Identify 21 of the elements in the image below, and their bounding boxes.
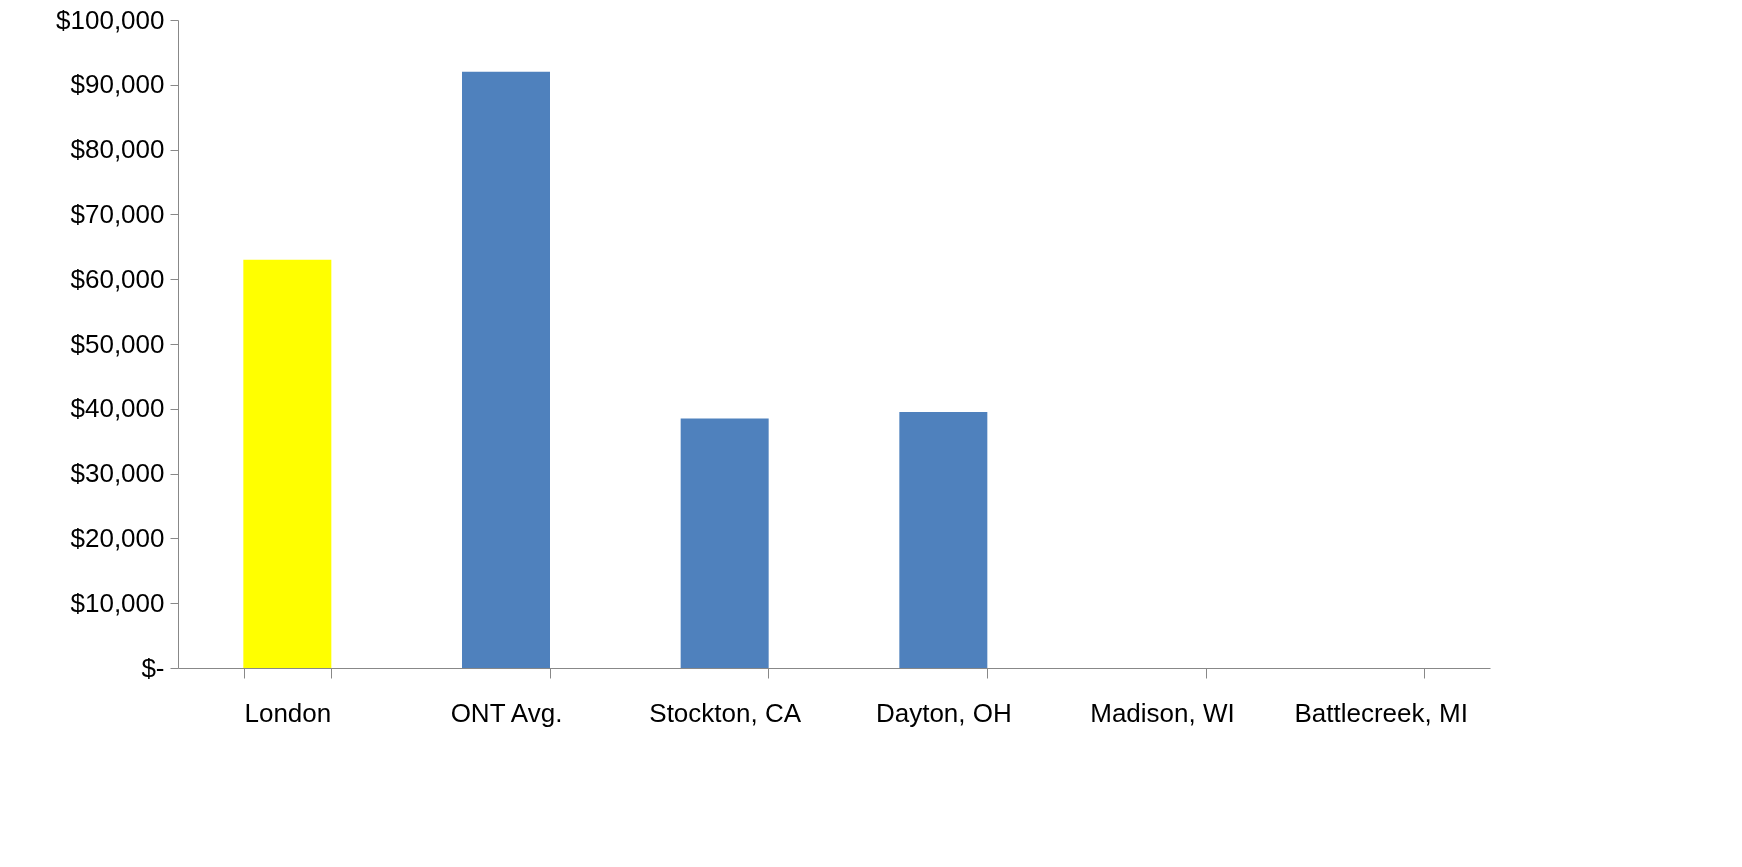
bar (243, 259, 332, 668)
x-tick-label: London (244, 697, 332, 728)
y-tick-label: $80,000 (70, 134, 165, 165)
x-tick-label: Battlecreek, MI (1294, 697, 1468, 728)
x-tick-label: Dayton, OH (875, 697, 1012, 728)
y-tick-label: $100,000 (56, 4, 165, 35)
y-tick-label: $70,000 (70, 198, 165, 229)
y-tick-label: $- (141, 652, 165, 683)
bar (462, 71, 550, 668)
y-tick-label: $30,000 (70, 458, 165, 489)
bar (899, 412, 988, 668)
bar (680, 418, 769, 668)
y-tick-label: $40,000 (70, 393, 165, 424)
x-tick-label: ONT Avg. (450, 697, 563, 728)
x-tick-label: Stockton, CA (649, 697, 802, 728)
y-tick-label: $90,000 (70, 69, 165, 100)
y-tick-label: $60,000 (70, 263, 165, 294)
y-tick-label: $50,000 (70, 328, 165, 359)
y-tick-label: $10,000 (70, 587, 165, 618)
y-tick-label: $20,000 (70, 522, 165, 553)
x-tick-label: Madison, WI (1090, 697, 1235, 728)
